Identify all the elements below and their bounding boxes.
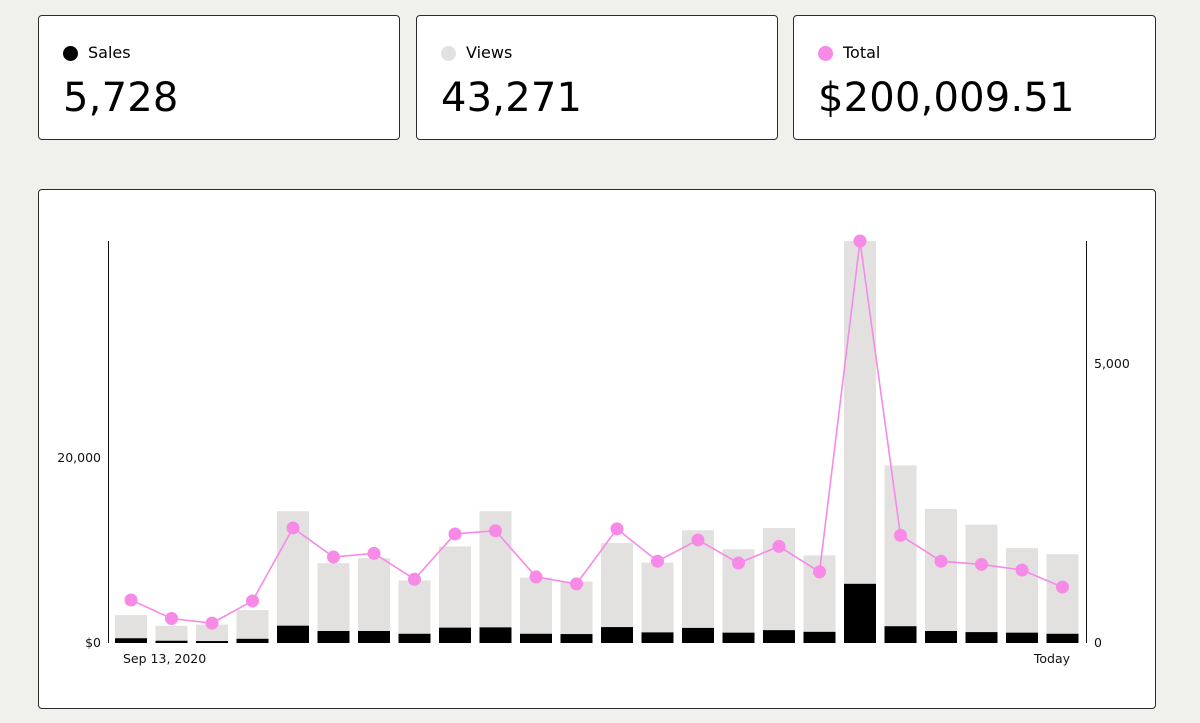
- views-bar[interactable]: [1006, 548, 1038, 643]
- sales-bar[interactable]: [439, 627, 471, 643]
- views-bar[interactable]: [682, 530, 714, 643]
- views-bar[interactable]: [398, 580, 431, 643]
- total-point[interactable]: [327, 550, 340, 564]
- views-stat-header: Views: [441, 43, 512, 63]
- total-line: [124, 234, 1069, 630]
- total-point[interactable]: [894, 528, 907, 542]
- total-point[interactable]: [286, 521, 300, 535]
- total-stat-header: Total: [818, 43, 880, 63]
- views-stat-label: Views: [466, 43, 513, 62]
- sales-stat-value: 5,728: [63, 75, 179, 121]
- total-point[interactable]: [1056, 580, 1069, 594]
- total-point[interactable]: [570, 577, 583, 591]
- sales-bar[interactable]: [520, 633, 552, 643]
- right-axis-tick-label: 0: [1094, 635, 1102, 650]
- right-axis-tick-label: 5,000: [1094, 356, 1130, 371]
- views-bar[interactable]: [844, 241, 876, 643]
- sales-bar[interactable]: [884, 626, 917, 643]
- views-stat-value: 43,271: [441, 75, 583, 121]
- total-point[interactable]: [489, 524, 502, 538]
- axis-labels: $0 20,000 0 5,000 Sep 13, 2020 Today: [57, 356, 1130, 666]
- total-point[interactable]: [165, 612, 178, 626]
- views-legend-dot-icon: [441, 45, 456, 61]
- sales-bar[interactable]: [682, 627, 714, 643]
- views-bar[interactable]: [965, 524, 998, 643]
- total-point[interactable]: [448, 527, 462, 541]
- x-axis-start-label: Sep 13, 2020: [123, 651, 206, 666]
- views-bar[interactable]: [317, 563, 350, 643]
- left-axis-tick-label: $0: [85, 635, 101, 650]
- total-line-path: [130, 240, 1063, 624]
- sales-bar[interactable]: [317, 630, 350, 643]
- total-legend-dot-icon: [818, 45, 833, 61]
- sales-bar[interactable]: [601, 627, 633, 643]
- total-point[interactable]: [934, 554, 948, 568]
- total-point[interactable]: [691, 533, 705, 547]
- sales-bar[interactable]: [844, 583, 876, 643]
- total-point[interactable]: [246, 594, 259, 608]
- total-point[interactable]: [205, 616, 219, 630]
- views-bar[interactable]: [925, 509, 957, 643]
- views-bar[interactable]: [601, 543, 633, 643]
- views-bars: [115, 241, 1079, 643]
- left-axis-tick-label: 20,000: [57, 450, 101, 465]
- total-stat-value: $200,009.51: [818, 75, 1075, 121]
- views-bar[interactable]: [641, 562, 674, 643]
- x-axis-end-label: Today: [1033, 651, 1071, 666]
- views-bar[interactable]: [236, 610, 269, 643]
- sales-bar[interactable]: [722, 632, 755, 643]
- sales-bar[interactable]: [763, 630, 795, 643]
- sales-bar[interactable]: [196, 641, 228, 643]
- sales-bar[interactable]: [398, 633, 431, 643]
- total-point[interactable]: [610, 522, 624, 536]
- sales-stat-label: Sales: [88, 43, 131, 62]
- total-point[interactable]: [813, 565, 826, 579]
- sales-bars: [115, 583, 1079, 643]
- sales-bar[interactable]: [479, 627, 512, 643]
- views-bar[interactable]: [884, 465, 917, 643]
- total-point[interactable]: [975, 557, 988, 571]
- sales-bar[interactable]: [641, 632, 674, 643]
- views-bar[interactable]: [1046, 554, 1079, 643]
- views-bar[interactable]: [520, 577, 552, 643]
- sales-bar[interactable]: [803, 631, 836, 643]
- total-point[interactable]: [853, 234, 867, 248]
- total-point[interactable]: [732, 556, 745, 570]
- views-bar[interactable]: [196, 624, 228, 643]
- views-bar[interactable]: [358, 558, 390, 643]
- sales-stat-card[interactable]: Sales 5,728: [38, 15, 400, 140]
- total-point[interactable]: [1015, 563, 1029, 577]
- sales-bar[interactable]: [1006, 632, 1038, 643]
- views-bar[interactable]: [560, 581, 593, 643]
- sales-stat-header: Sales: [63, 43, 131, 63]
- views-bar[interactable]: [439, 546, 471, 643]
- total-point[interactable]: [367, 546, 381, 560]
- views-stat-card[interactable]: Views 43,271: [416, 15, 778, 140]
- total-point[interactable]: [124, 593, 138, 607]
- sales-views-total-chart[interactable]: $0 20,000 0 5,000 Sep 13, 2020 Today: [39, 190, 1156, 709]
- sales-bar[interactable]: [560, 634, 593, 643]
- total-point[interactable]: [529, 570, 543, 584]
- total-point[interactable]: [408, 572, 421, 586]
- sales-bar[interactable]: [115, 638, 147, 643]
- sales-bar[interactable]: [236, 638, 269, 643]
- total-point[interactable]: [651, 554, 664, 568]
- chart-card: $0 20,000 0 5,000 Sep 13, 2020 Today: [38, 189, 1156, 709]
- sales-bar[interactable]: [925, 630, 957, 643]
- sales-bar[interactable]: [277, 625, 309, 643]
- sales-bar[interactable]: [155, 640, 188, 643]
- sales-bar[interactable]: [358, 630, 390, 643]
- views-bar[interactable]: [155, 625, 188, 643]
- total-stat-card[interactable]: Total $200,009.51: [793, 15, 1156, 140]
- sales-legend-dot-icon: [63, 45, 78, 61]
- sales-bar[interactable]: [1046, 633, 1079, 643]
- total-point[interactable]: [772, 539, 786, 553]
- sales-bar[interactable]: [965, 632, 998, 643]
- total-stat-label: Total: [843, 43, 881, 62]
